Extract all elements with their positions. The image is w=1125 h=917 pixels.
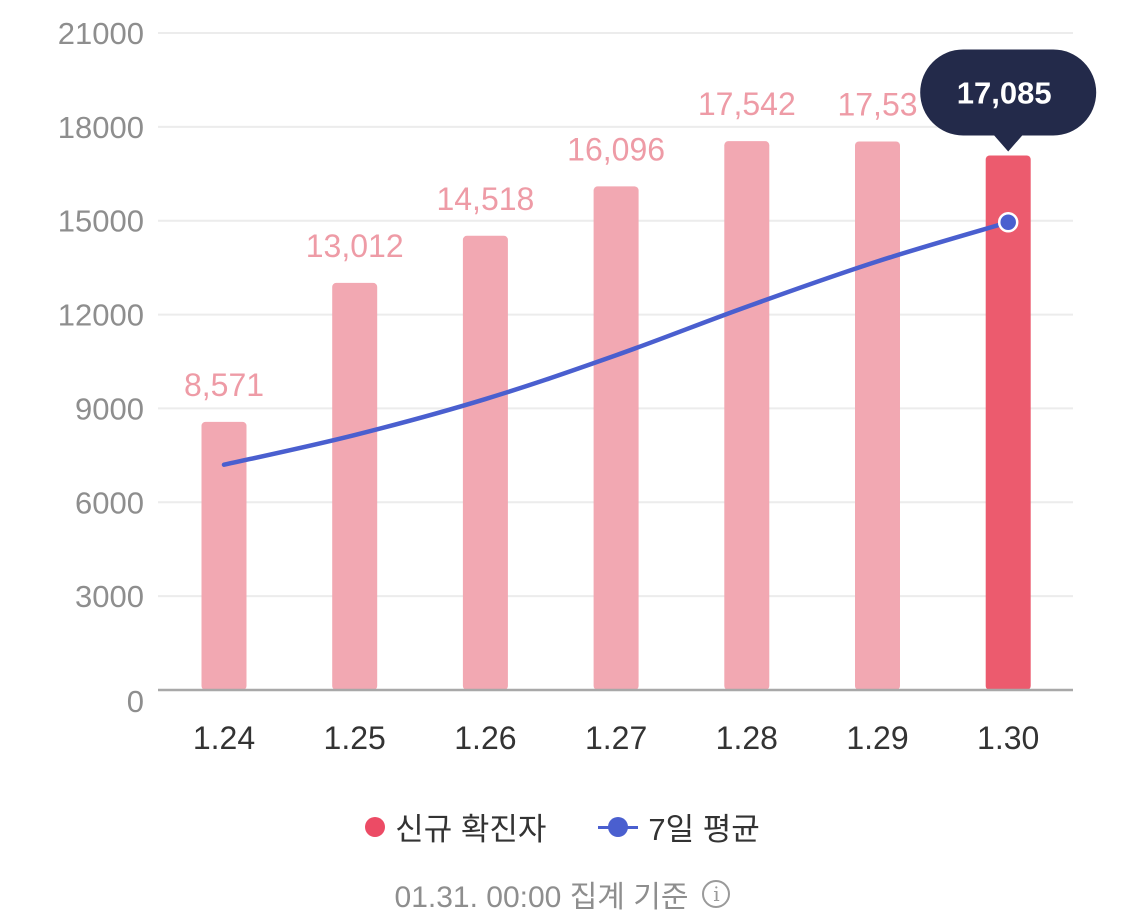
bar[interactable]: [724, 141, 770, 690]
bar-data-label: 16,096: [567, 131, 665, 167]
y-tick-label: 3000: [75, 579, 144, 614]
bar[interactable]: [201, 421, 247, 690]
y-tick-label: 15000: [58, 204, 144, 239]
y-tick-label: 0: [127, 684, 144, 719]
bar[interactable]: [593, 186, 639, 690]
tooltip-text: 17,085: [957, 75, 1052, 110]
footnote: 01.31. 00:00 집계 기준 i: [0, 872, 1125, 916]
x-tick-label: 1.27: [585, 720, 647, 756]
bar[interactable]: [855, 141, 900, 691]
y-tick-label: 9000: [75, 391, 144, 426]
legend-item-line[interactable]: 7일 평균: [598, 804, 760, 849]
legend-label-line: 7일 평균: [648, 812, 760, 847]
legend-label-bar: 신규 확진자: [395, 812, 547, 847]
avg-line: [221, 220, 1011, 467]
bar[interactable]: [332, 282, 378, 690]
y-tick-label: 18000: [58, 110, 144, 145]
avg-line-point: [997, 212, 1019, 233]
x-tick-label: 1.29: [846, 720, 908, 756]
legend-line-marker-icon: [598, 816, 639, 837]
chart-svg: 0 3000 6000 9000 12000 15000 18000 21000 8,571 13…: [58, 16, 1097, 756]
y-tick-label: 12000: [58, 298, 144, 333]
x-tick-label: 1.25: [324, 720, 386, 756]
legend-bar-dot-icon: [365, 816, 386, 837]
bar[interactable]: [985, 155, 1031, 690]
bar-data-label: 13,012: [306, 228, 404, 264]
info-icon[interactable]: i: [702, 880, 731, 908]
x-tick-label: 1.28: [716, 720, 778, 756]
legend: 신규 확진자 7일 평균: [0, 804, 1125, 849]
x-tick-label: 1.30: [977, 720, 1039, 756]
bar-data-label: 14,518: [436, 181, 534, 217]
bar[interactable]: [462, 235, 508, 690]
bar-data-label: 8,571: [184, 367, 264, 403]
x-tick-label: 1.26: [454, 720, 516, 756]
bar-data-label: 17,53: [837, 86, 917, 122]
x-tick-label: 1.24: [193, 720, 255, 756]
tooltip-bubble: [920, 49, 1097, 152]
y-tick-label: 21000: [58, 16, 144, 51]
y-tick-label: 6000: [75, 485, 144, 520]
legend-item-bar[interactable]: 신규 확진자: [365, 804, 546, 849]
bar-data-label: 17,542: [698, 86, 796, 122]
footnote-text: 01.31. 00:00 집계 기준: [394, 881, 689, 914]
